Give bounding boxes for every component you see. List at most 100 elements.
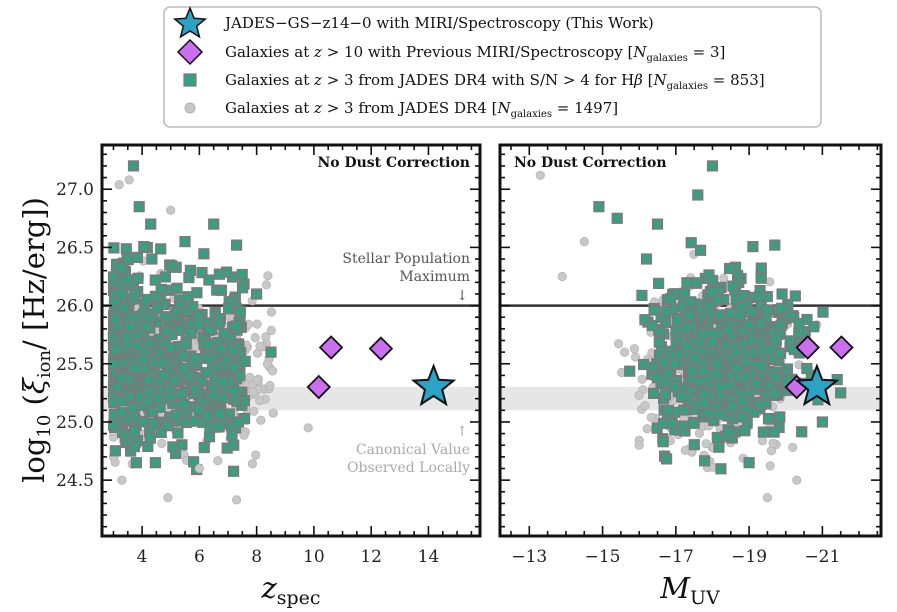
green-square-point — [144, 432, 156, 444]
grey-circle-outlier — [194, 463, 204, 474]
green-square-point — [203, 323, 216, 336]
green-square-point — [149, 457, 162, 469]
green-square-point — [765, 343, 777, 355]
green-square-point — [142, 395, 154, 407]
green-square-point — [127, 402, 139, 414]
green-square-point — [751, 377, 763, 390]
green-square-point — [198, 441, 210, 454]
green-square-outlier — [251, 288, 263, 300]
y-ticks-right — [500, 153, 881, 528]
green-square-point — [697, 365, 709, 377]
green-square-point — [639, 314, 651, 326]
green-square-point — [789, 290, 801, 302]
green-square-outlier — [208, 218, 220, 230]
grey-circle-point — [266, 307, 277, 317]
x-tick-label: 8 — [251, 547, 262, 567]
green-square-point — [737, 394, 749, 407]
green-square-point — [768, 387, 780, 399]
green-square-point — [122, 253, 134, 265]
green-square-point — [745, 306, 757, 318]
green-square-point — [711, 368, 723, 381]
x-tick-label: −21 — [804, 547, 840, 567]
green-square-point — [755, 360, 768, 372]
green-square-point — [723, 262, 736, 275]
green-square-point — [687, 417, 700, 429]
green-square-point — [109, 295, 121, 307]
green-square-point — [120, 243, 132, 255]
green-square-point — [168, 375, 181, 387]
green-square-point — [208, 389, 220, 401]
legend-star-icon — [172, 5, 208, 39]
green-square-point — [730, 346, 743, 358]
grey-circle-point — [261, 332, 271, 342]
grey-circle-point — [637, 374, 647, 384]
grey-circle-point — [640, 400, 650, 411]
green-square-point — [666, 418, 678, 430]
y-axis-label: log10 (ξion/ [Hz/erg]) — [17, 197, 55, 483]
green-square-outlier — [145, 218, 157, 230]
grey-circle-point — [255, 396, 265, 406]
green-square-point — [217, 392, 229, 404]
green-square-point — [147, 406, 159, 418]
green-square-point — [702, 407, 715, 419]
grey-circle-point — [262, 359, 272, 369]
green-square-point — [110, 344, 122, 357]
green-square-point — [724, 308, 737, 320]
y-tick-label: 25.0 — [56, 413, 94, 433]
grey-circle-point — [629, 344, 640, 354]
grey-circle-point — [719, 273, 729, 283]
grey-circle-outlier — [557, 271, 567, 282]
legend-label-diamond: Galaxies at z > 10 with Previous MIRI/Sp… — [225, 43, 725, 64]
green-square-point — [793, 317, 805, 330]
green-square-point — [808, 321, 820, 333]
green-square-point — [203, 274, 215, 286]
green-square-point — [137, 416, 149, 428]
legend-label-circle: Galaxies at z > 3 from JADES DR4 [Ngalax… — [225, 99, 618, 120]
green-square-point — [723, 427, 736, 439]
green-square-point — [665, 293, 677, 305]
green-square-point — [648, 304, 661, 316]
grey-circle-point — [250, 332, 260, 343]
grey-circle-outlier — [166, 205, 176, 215]
green-square-point — [201, 367, 213, 379]
grey-circle-point — [268, 408, 278, 418]
green-square-point — [192, 319, 204, 331]
green-square-point — [747, 346, 759, 359]
green-square-point — [227, 344, 239, 356]
green-square-point — [146, 253, 158, 265]
x-axis-label-left: zspec — [260, 571, 320, 609]
green-square-point — [653, 336, 665, 348]
green-square-point — [203, 431, 216, 443]
y-tick-label: 25.5 — [56, 355, 94, 375]
green-square-point — [108, 419, 120, 431]
green-square-point — [681, 277, 693, 289]
grey-circle-outlier — [792, 475, 802, 485]
legend-label-star-text: JADES−GS−z14−0 with MIRI/Spectroscopy (T… — [223, 14, 654, 32]
green-square-point — [178, 362, 191, 375]
grey-circle-point — [634, 390, 644, 400]
green-square-outlier — [769, 239, 781, 251]
green-square-point — [198, 248, 210, 260]
green-square-point — [727, 400, 740, 412]
grey-circle-point — [266, 325, 276, 336]
green-square-outlier — [651, 218, 664, 230]
green-square-point — [675, 390, 688, 403]
grey-circle-point — [642, 424, 652, 434]
legend-circle-icon — [184, 102, 196, 114]
green-square-point — [140, 321, 152, 333]
green-square-point — [159, 271, 172, 283]
green-square-point — [236, 268, 248, 281]
green-square-point — [116, 372, 128, 384]
grey-circle-outlier — [114, 180, 124, 190]
green-square-point — [234, 305, 246, 317]
green-square-point — [662, 404, 674, 416]
green-square-point — [229, 361, 241, 373]
green-square-point — [112, 381, 124, 393]
green-square-outlier — [706, 160, 719, 172]
x-tick-label: 14 — [418, 547, 440, 567]
green-square-point — [774, 411, 786, 423]
green-square-point — [118, 302, 130, 315]
grey-circle-point — [765, 461, 775, 471]
green-square-point — [156, 357, 169, 369]
annotation-title-right: No Dust Correction — [514, 155, 667, 171]
